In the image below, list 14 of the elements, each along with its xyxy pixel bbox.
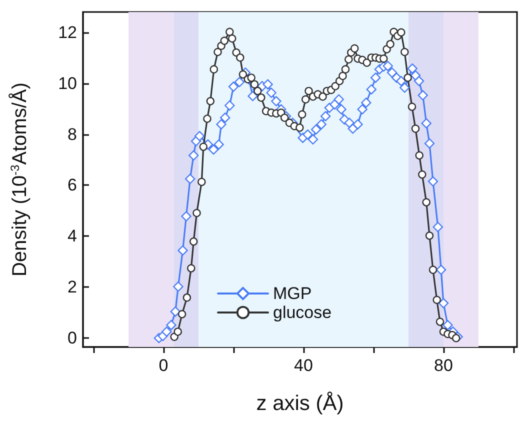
x-tick-label: 40 xyxy=(294,356,313,375)
y-tick-label: 8 xyxy=(68,124,77,144)
y-axis-title: Density (10-3Atoms/Å) xyxy=(8,82,31,277)
y-tick-label: 12 xyxy=(58,22,77,42)
y-tick-label: 0 xyxy=(68,328,77,348)
y-tick-label: 2 xyxy=(68,278,77,297)
y-tick-label: 6 xyxy=(68,176,77,195)
y-tick-label: 10 xyxy=(58,74,77,93)
y-tick-label: 4 xyxy=(68,226,77,246)
legend-label: MGP xyxy=(273,284,312,303)
x-tick-label: 0 xyxy=(158,356,168,375)
x-tick-label: 80 xyxy=(434,356,453,375)
legend-label: glucose xyxy=(273,303,332,322)
x-axis-title: z axis (Å) xyxy=(256,391,344,415)
